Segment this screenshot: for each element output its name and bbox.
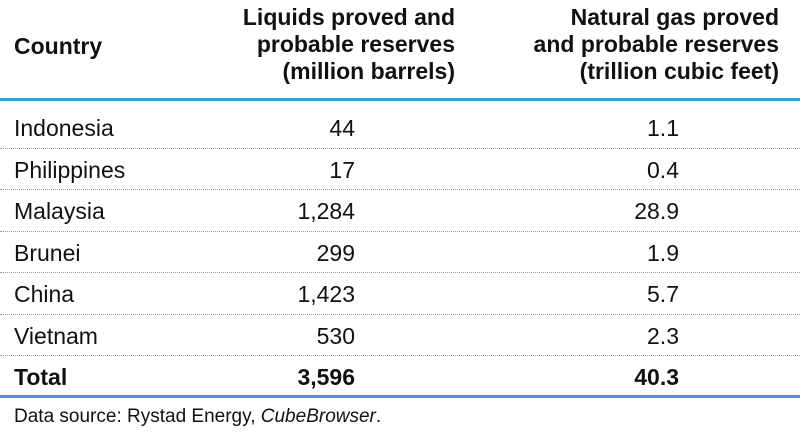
header-gas-line: (trillion cubic feet): [579, 58, 779, 84]
cell-liquids: 17: [329, 156, 355, 183]
cell-liquids: 44: [329, 115, 355, 141]
cell-liquids: 530: [316, 322, 355, 349]
total-label: Total: [14, 364, 68, 390]
cell-gas: 0.4: [647, 156, 679, 183]
header-divider: [0, 98, 800, 101]
cell-country: Indonesia: [14, 115, 114, 141]
cell-country: Malaysia: [14, 198, 105, 224]
source-italic: CubeBrowser: [260, 406, 376, 427]
table-row: Indonesia 44 1.1: [0, 107, 800, 149]
table-row: Vietnam 530 2.3: [0, 315, 800, 356]
total-divider: [0, 395, 800, 398]
data-source-note: Data source: Rystad Energy, CubeBrowser.: [14, 406, 381, 428]
cell-gas: 2.3: [647, 322, 679, 349]
header-gas-line: and probable reserves: [533, 31, 779, 57]
reserves-table: Country Liquids proved and probable rese…: [0, 0, 800, 427]
cell-liquids: 299: [316, 239, 355, 266]
cell-gas: 1.9: [647, 239, 679, 266]
header-gas: Natural gas proved and probable reserves…: [459, 4, 779, 85]
table-row: Brunei 299 1.9: [0, 232, 800, 273]
cell-liquids: 1,423: [297, 281, 355, 307]
total-gas: 40.3: [634, 364, 679, 390]
cell-country: Philippines: [14, 156, 126, 183]
cell-country: China: [14, 281, 75, 307]
cell-gas: 1.1: [647, 115, 679, 141]
header-liquids-line: probable reserves: [256, 31, 455, 57]
table-row: China 1,423 5.7: [0, 273, 800, 315]
cell-gas: 28.9: [634, 198, 679, 224]
cell-country: Vietnam: [14, 322, 98, 349]
header-country: Country: [14, 33, 103, 59]
cell-gas: 5.7: [647, 281, 679, 307]
cell-liquids: 1,284: [297, 198, 355, 224]
source-prefix: Data source: Rystad Energy,: [14, 406, 261, 427]
total-liquids: 3,596: [297, 364, 355, 390]
header-liquids-line: (million barrels): [282, 58, 455, 84]
table-row: Malaysia 1,284 28.9: [0, 190, 800, 232]
total-row: Total 3,596 40.3: [0, 358, 800, 396]
cell-country: Brunei: [14, 239, 81, 266]
table-header: Country Liquids proved and probable rese…: [0, 0, 800, 98]
source-suffix: .: [375, 406, 382, 427]
header-liquids: Liquids proved and probable reserves (mi…: [135, 4, 455, 85]
header-gas-line: Natural gas proved: [570, 4, 779, 30]
header-liquids-line: Liquids proved and: [242, 4, 455, 30]
table-body: Indonesia 44 1.1 Philippines 17 0.4 Mala…: [0, 107, 800, 356]
table-row: Philippines 17 0.4: [0, 149, 800, 190]
